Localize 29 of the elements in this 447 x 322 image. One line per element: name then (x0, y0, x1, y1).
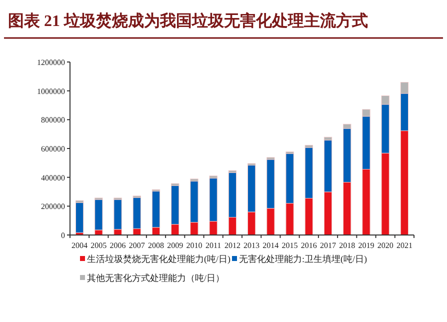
y-tick-label: 1000000 (37, 86, 65, 96)
x-tick-label: 2008 (148, 241, 164, 250)
x-tick-label: 2011 (205, 241, 222, 250)
legend-label: 其他无害化方式处理能力（吨/日） (87, 273, 225, 283)
y-tick-label: 800000 (41, 116, 65, 125)
x-tick-label: 2010 (186, 241, 202, 250)
y-tick-label: 200000 (41, 202, 65, 212)
x-tick-label: 2016 (300, 241, 317, 250)
x-tick-label: 2009 (167, 241, 184, 250)
y-tick-label: 600000 (41, 144, 65, 154)
x-tick-label: 2012 (224, 241, 240, 250)
x-tick-label: 2020 (377, 241, 394, 250)
x-tick-label: 2013 (244, 241, 260, 250)
legend-label: 生活垃圾焚烧无害化处理能力(吨/日) (87, 254, 230, 264)
x-tick-label: 2014 (262, 241, 279, 250)
legend-label: 无害化处理能力:卫生填埋(吨/日) (239, 254, 367, 264)
chart-title: 图表 21 垃圾焚烧成为我国垃圾无害化处理主流方式 (8, 11, 368, 30)
y-tick-label: 1200000 (37, 58, 65, 67)
x-tick-label: 2015 (282, 241, 298, 250)
x-tick-label: 2007 (128, 241, 145, 250)
x-tick-label: 2017 (320, 241, 336, 250)
y-tick-label: 400000 (41, 173, 65, 182)
x-tick-label: 2018 (339, 241, 356, 250)
x-tick-label: 2019 (358, 241, 374, 250)
y-tick-label: 0 (61, 231, 65, 240)
x-tick-label: 2021 (396, 241, 412, 250)
x-tick-label: 2004 (72, 241, 88, 250)
x-tick-label: 2005 (90, 241, 107, 250)
x-tick-label: 2006 (110, 241, 126, 250)
